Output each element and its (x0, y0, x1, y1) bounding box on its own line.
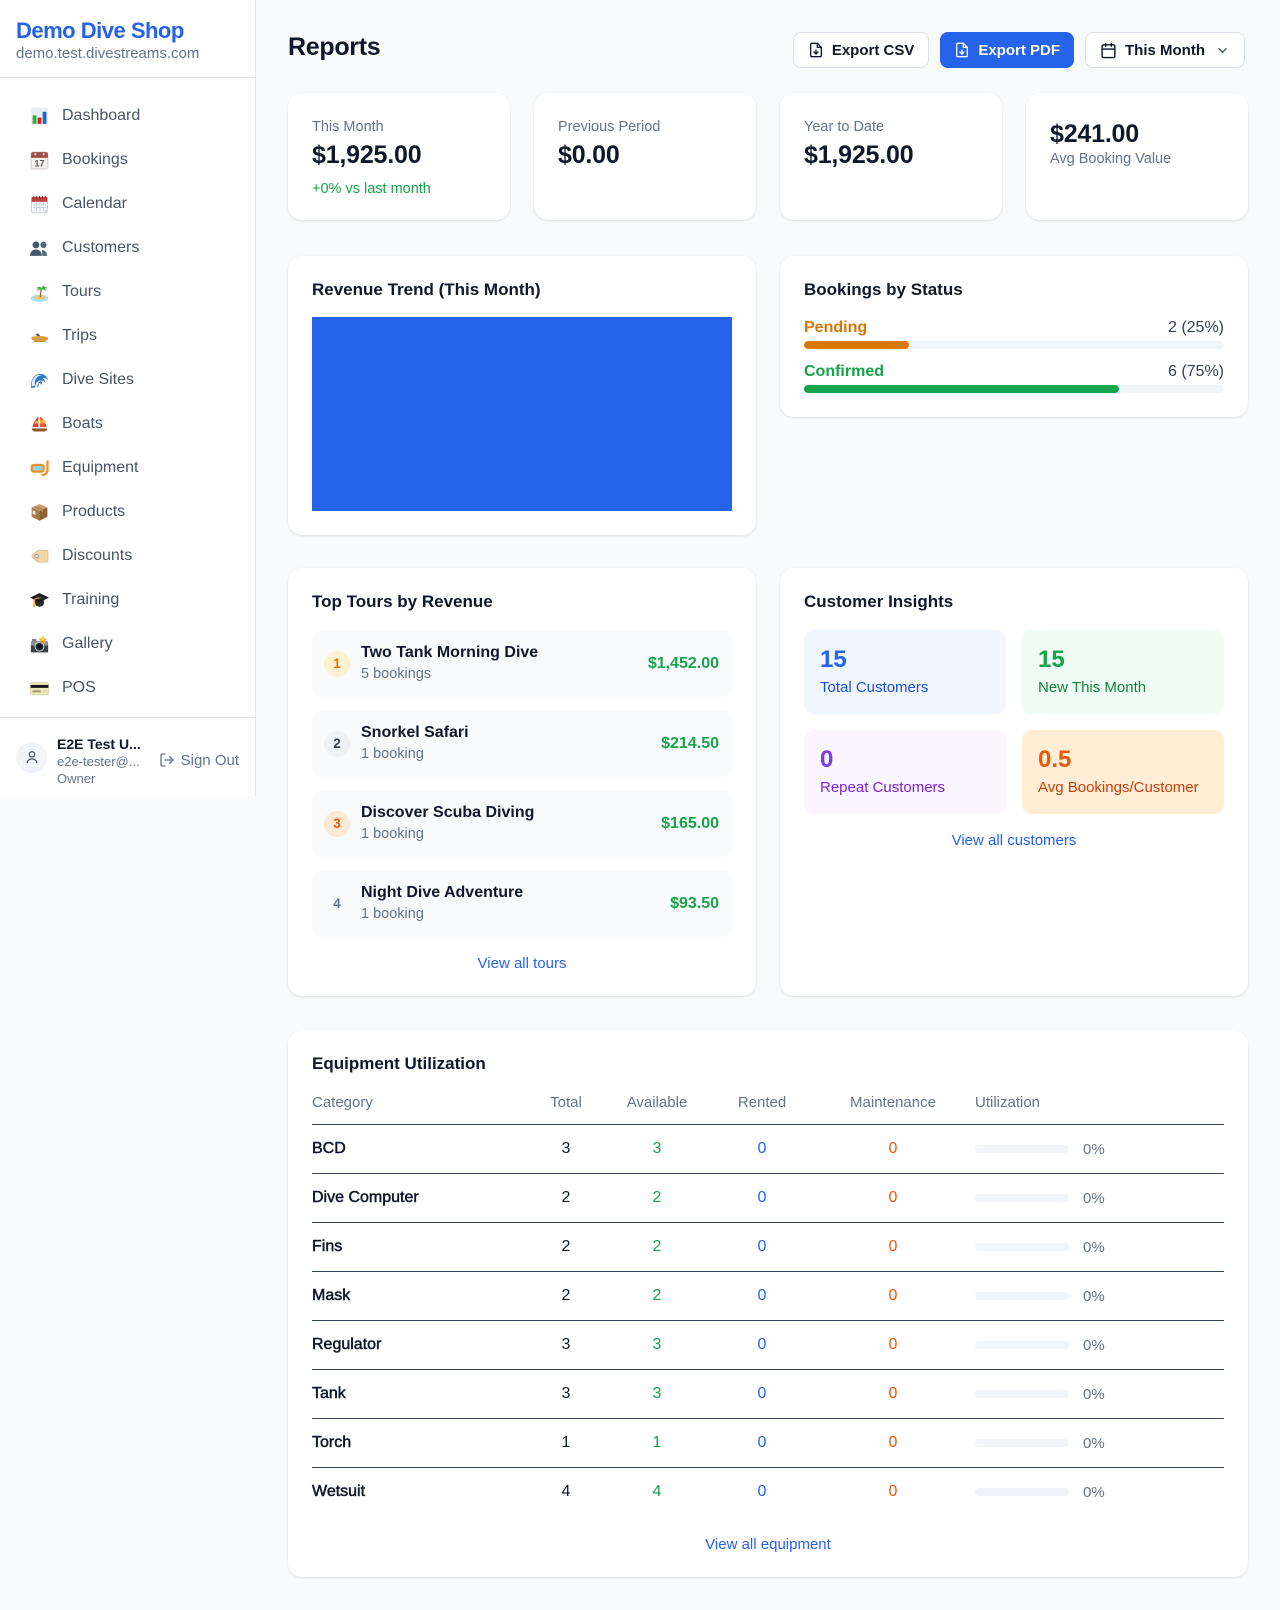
svg-text:17: 17 (35, 158, 45, 168)
